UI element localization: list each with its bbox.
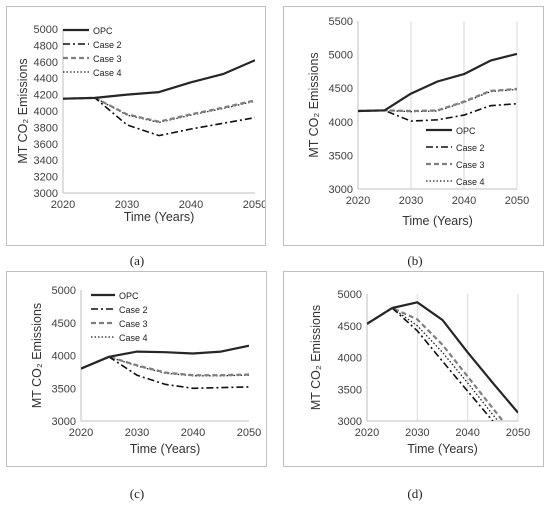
x-tick-label-2030: 2030 [125,427,149,439]
legend-label-case-4: Case 4 [93,68,122,78]
legend-label-case-2: Case 2 [93,40,122,50]
legend-label-opc: OPC [93,26,113,36]
y-axis-title: MT CO₂ Emissions [307,52,321,157]
series-line-case-4 [367,307,499,421]
x-tick-label-2030: 2030 [115,199,139,211]
y-tick-label-5000: 5000 [329,50,353,62]
x-tick-label-2050: 2050 [505,195,529,207]
caption-a: (a) [129,253,145,268]
y-tick-label-4000: 4000 [52,351,76,363]
chart-b: 3000 3500 4000 4500 5000 5500 2020 2030 2040 2050… [307,16,529,228]
x-tick-label-2050: 2050 [243,199,265,211]
x-tick-label-2040: 2040 [181,427,205,439]
x-tick-label-2030: 2030 [405,427,429,439]
y-tick-label-4200: 4200 [34,90,58,102]
legend-label-case-3: Case 3 [456,160,485,170]
x-tick-label-2020: 2020 [69,427,93,439]
series-line-case-2 [63,97,255,137]
legend-label-case-4: Case 4 [456,177,485,187]
series-line-case-3 [81,355,249,377]
y-tick-label-4800: 4800 [34,40,58,52]
x-tick-label-2020: 2020 [355,427,379,439]
y-tick-label-5000: 5000 [338,289,362,301]
y-tick-label-4500: 4500 [338,321,362,333]
chart-panel-d: 3000 3500 4000 4500 5000 2020 2030 2040 2050 Time… [283,271,544,467]
x-axis-title: Time (Years) [407,442,478,456]
y-tick-label-3200: 3200 [34,172,58,184]
legend-label-case-4: Case 4 [119,333,148,343]
series-line-opc [367,301,518,414]
chart-panel-a: 3000 3200 3400 3600 3800 4000 4200 4400 4600 4800… [6,6,267,246]
x-tick-label-2030: 2030 [399,195,423,207]
x-tick-label-2040: 2040 [452,195,476,207]
y-tick-label-3500: 3500 [329,150,353,162]
y-tick-label-4000: 4000 [329,117,353,129]
y-axis-title: MT CO₂ Emissions [30,303,44,408]
legend-label-opc: OPC [119,291,139,301]
series-line-case-3 [367,306,505,421]
y-axis-title: MT CO₂ Emissions [16,58,30,163]
y-tick-label-3000: 3000 [329,184,353,196]
legend-label-opc: OPC [456,126,476,136]
series-line-opc [63,59,255,100]
y-tick-label-3000: 3000 [338,416,362,428]
x-tick-label-2020: 2020 [51,199,75,211]
y-tick-label-3500: 3500 [52,383,76,395]
y-tick-label-3000: 3000 [52,416,76,428]
chart-panel-c: 3000 3500 4000 4500 5000 2020 2030 2040 2050 Time… [6,271,267,467]
y-tick-label-4500: 4500 [52,318,76,330]
caption-b: (b) [407,253,423,268]
y-tick-label-5000: 5000 [34,24,58,36]
y-tick-label-3800: 3800 [34,122,58,134]
x-axis-title: Time (Years) [130,442,201,456]
y-tick-label-5500: 5500 [329,16,353,28]
series-line-opc [81,344,249,370]
x-tick-label-2020: 2020 [346,195,370,207]
legend-label-case-2: Case 2 [456,143,485,153]
y-tick-label-4000: 4000 [338,353,362,365]
y-tick-label-4400: 4400 [34,73,58,85]
x-tick-label-2050: 2050 [506,427,530,439]
y-tick-label-4500: 4500 [329,83,353,95]
y-tick-label-3000: 3000 [34,188,58,200]
x-tick-label-2040: 2040 [455,427,479,439]
x-axis-title: Time (Years) [124,210,195,224]
y-axis-title: MT CO₂ Emissions [309,305,323,410]
caption-d: (d) [407,486,423,501]
series-line-opc [358,52,517,113]
y-tick-label-3400: 3400 [34,155,58,167]
legend-label-case-3: Case 3 [93,54,122,64]
legend-label-case-3: Case 3 [119,319,148,329]
x-tick-label-2040: 2040 [179,199,203,211]
series-line-case-4 [63,97,255,124]
x-tick-label-2050: 2050 [237,427,261,439]
series-line-case-3 [358,87,517,113]
series-line-case-2 [358,102,517,122]
series-line-case-3 [63,96,255,123]
caption-c: (c) [129,486,145,501]
y-tick-label-3600: 3600 [34,139,58,151]
x-axis-title: Time (Years) [402,214,473,228]
y-tick-label-4600: 4600 [34,57,58,69]
y-tick-label-4000: 4000 [34,106,58,118]
legend-label-case-2: Case 2 [119,305,148,315]
chart-a: 3000 3200 3400 3600 3800 4000 4200 4400 4600 4800… [16,24,267,224]
series-line-case-2 [367,307,494,421]
y-tick-label-5000: 5000 [52,285,76,297]
y-tick-label-3500: 3500 [338,384,362,396]
chart-panel-b: 3000 3500 4000 4500 5000 5500 2020 2030 2040 2050… [283,6,544,246]
series-line-case-4 [358,88,517,113]
chart-c: 3000 3500 4000 4500 5000 2020 2030 2040 2050 Time… [30,285,261,456]
chart-d: 3000 3500 4000 4500 5000 2020 2030 2040 2050 Time… [309,289,530,456]
